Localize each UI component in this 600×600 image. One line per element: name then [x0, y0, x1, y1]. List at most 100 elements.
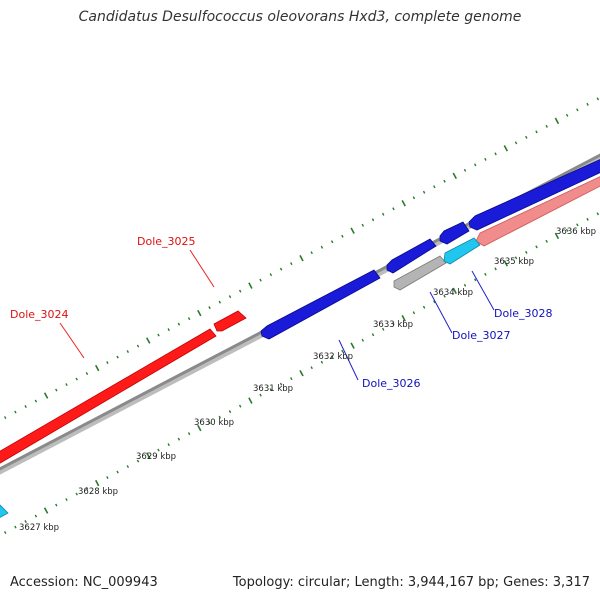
lower-tick-mark [197, 424, 202, 432]
upper-tick-mark [157, 333, 160, 337]
lower-tick-mark [463, 283, 467, 287]
gene-dole-3025[interactable] [213, 310, 247, 332]
gene-dole-3028[interactable] [443, 237, 481, 265]
lower-tick-mark [341, 349, 344, 353]
callout-line-dole-3024 [59, 322, 85, 359]
upper-tick-mark [248, 282, 253, 289]
lower-tick-mark [330, 355, 334, 359]
upper-tick-mark [290, 262, 293, 266]
upper-tick-mark [75, 377, 78, 381]
gene-cyan-edge[interactable] [0, 500, 9, 523]
upper-tick-mark [341, 234, 344, 238]
scale-label-3628: 3628 kbp [78, 487, 118, 497]
upper-tick-mark [545, 124, 548, 128]
upper-tick-mark [330, 240, 334, 244]
upper-tick-mark [361, 223, 365, 227]
lower-tick-mark [24, 520, 27, 524]
upper-tick-mark [24, 405, 27, 409]
gene-dole-3026[interactable] [260, 269, 381, 340]
upper-tick-mark [116, 355, 119, 359]
lower-tick-mark [3, 531, 7, 535]
scale-label-3636: 3636 kbp [556, 227, 596, 237]
gene-label-dole-3028[interactable]: Dole_3028 [494, 307, 553, 320]
upper-tick-mark [350, 227, 355, 234]
upper-tick-mark [320, 245, 324, 249]
upper-tick-mark [392, 207, 395, 211]
genome-title: Candidatus Desulfococcus oleovorans Hxd3… [78, 9, 522, 25]
lower-tick-mark [381, 327, 385, 331]
callout-line-dole-3025 [189, 249, 215, 288]
upper-tick-mark [85, 372, 89, 376]
lower-tick-mark [14, 525, 17, 529]
upper-tick-mark [126, 350, 130, 354]
upper-tick-mark [412, 196, 416, 200]
lower-tick-mark [422, 305, 426, 309]
gene-label-dole-3027[interactable]: Dole_3027 [452, 329, 511, 342]
gene-label-dole-3024[interactable]: Dole_3024 [10, 308, 69, 321]
lower-tick-mark [85, 487, 89, 491]
lower-tick-mark [433, 300, 436, 304]
scale-label-3633: 3633 kbp [373, 320, 413, 330]
lower-tick-mark [208, 421, 211, 425]
upper-tick-mark [484, 157, 487, 161]
upper-tick-mark [422, 190, 426, 194]
lower-tick-mark [503, 260, 509, 267]
upper-tick-mark [279, 267, 283, 271]
lower-tick-mark [116, 470, 119, 474]
lower-tick-mark [392, 322, 395, 326]
lower-tick-mark [167, 443, 170, 447]
upper-tick-mark [34, 399, 38, 403]
upper-tick-mark [187, 317, 191, 321]
upper-tick-mark [208, 306, 211, 310]
lower-tick-track [3, 212, 600, 535]
lower-tick-mark [535, 245, 538, 249]
scale-label-3635: 3635 kbp [494, 257, 534, 267]
lower-tick-mark [106, 476, 109, 480]
lower-tick-mark [412, 311, 416, 315]
upper-tick-mark [65, 383, 68, 387]
lower-tick-mark [545, 239, 548, 243]
lower-tick-mark [65, 498, 68, 502]
upper-tick-mark [401, 200, 406, 207]
upper-tick-mark [238, 289, 242, 293]
upper-tick-mark [586, 102, 589, 106]
upper-tick-mark [14, 410, 17, 414]
scale-label-3630: 3630 kbp [194, 418, 234, 428]
lower-tick-mark [473, 278, 477, 282]
lower-tick-mark [75, 492, 78, 496]
lower-tick-mark [228, 410, 232, 414]
lower-tick-mark [34, 514, 38, 518]
gene-reverse-2[interactable] [386, 238, 437, 274]
upper-tick-mark [310, 251, 313, 255]
upper-tick-mark [565, 113, 569, 117]
scale-label-3627: 3627 kbp [19, 523, 59, 533]
lower-tick-mark [269, 388, 273, 392]
lower-tick-mark [586, 217, 589, 221]
genome-summary-text: Topology: circular; Length: 3,944,167 bp… [232, 575, 590, 590]
gene-dole-3027[interactable] [393, 255, 447, 291]
lower-tick-mark [576, 223, 579, 227]
lower-tick-mark [299, 370, 304, 377]
upper-tick-mark [136, 344, 140, 348]
upper-tick-mark [55, 388, 58, 392]
upper-tick-mark [228, 295, 232, 299]
gene-label-dole-3026[interactable]: Dole_3026 [362, 377, 421, 390]
upper-tick-mark [494, 152, 497, 156]
gene-reverse-3[interactable] [439, 221, 470, 245]
callout-line-dole-3027 [429, 291, 453, 334]
lower-tick-mark [126, 465, 130, 469]
lower-tick-mark [259, 393, 262, 397]
gene-forward-pale[interactable] [475, 172, 600, 247]
gene-label-dole-3025[interactable]: Dole_3025 [137, 235, 196, 248]
lower-tick-mark [157, 448, 160, 452]
lower-tick-mark [371, 333, 375, 337]
accession-text: Accession: NC_009943 [10, 575, 158, 590]
upper-tick-mark [554, 117, 560, 125]
lower-tick-mark [146, 452, 151, 459]
upper-tick-mark [106, 361, 109, 365]
gene-dole-3024[interactable] [0, 328, 217, 469]
upper-tick-mark [299, 255, 304, 262]
lower-tick-mark [279, 382, 283, 386]
gene-reverse-4[interactable] [468, 155, 600, 231]
